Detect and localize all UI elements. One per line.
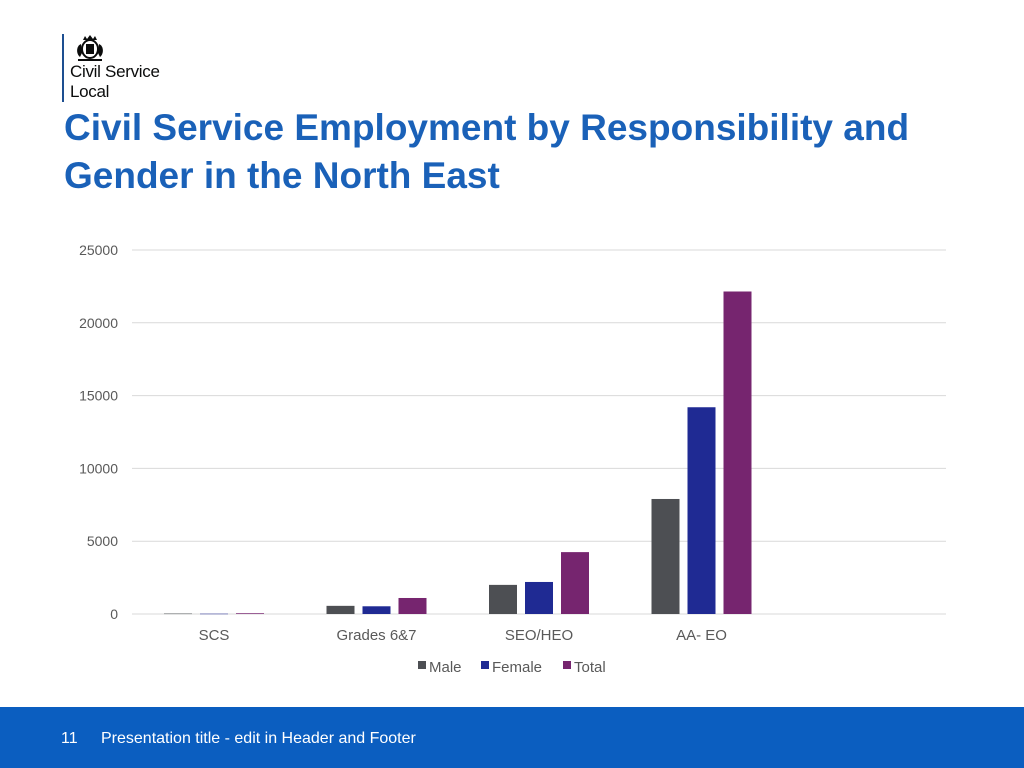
bar-chart: 0 5000 10000 15000 20000 25000 SCS Grades 6&7 SE… [79, 242, 946, 676]
bar-female [200, 613, 228, 615]
footer-text: Presentation title - edit in Header and … [101, 730, 416, 747]
civil-service-logo: Civil Service Local [62, 34, 160, 102]
legend-label-female: Female [492, 659, 542, 676]
bar-female [687, 407, 716, 614]
logo-text-local: Local [70, 82, 110, 101]
page-title: Civil Service Employment by Responsibili… [64, 107, 910, 196]
bar-total [236, 613, 264, 614]
x-tick-label: SEO/HEO [505, 627, 573, 644]
bar-male [164, 613, 192, 615]
x-tick-label: Grades 6&7 [336, 627, 416, 644]
legend-swatch-female [481, 661, 489, 669]
legend-label-total: Total [574, 659, 606, 676]
footer-bar: 11 Presentation title - edit in Header a… [0, 707, 1024, 768]
y-tick-label: 0 [110, 606, 118, 622]
page-number: 11 [61, 730, 78, 747]
legend-label-male: Male [429, 659, 462, 676]
y-tick-label: 25000 [79, 242, 118, 258]
bar-male [651, 498, 680, 614]
bar-total [723, 291, 752, 614]
bar-male [326, 605, 355, 614]
y-tick-label: 15000 [79, 388, 118, 404]
logo-text-civil-service: Civil Service [70, 62, 160, 81]
bar-female [362, 606, 391, 614]
bar-total [561, 552, 589, 614]
royal-crest-icon [77, 35, 103, 61]
bar-female [525, 581, 553, 614]
y-tick-label: 20000 [79, 315, 118, 331]
y-tick-label: 10000 [79, 460, 118, 476]
legend-swatch-total [563, 661, 571, 669]
legend-swatch-male [418, 661, 426, 669]
y-tick-label: 5000 [87, 533, 118, 549]
x-tick-label: AA- EO [676, 627, 727, 644]
x-tick-label: SCS [199, 627, 230, 644]
bar-male [489, 584, 517, 614]
bar-total [398, 597, 427, 614]
